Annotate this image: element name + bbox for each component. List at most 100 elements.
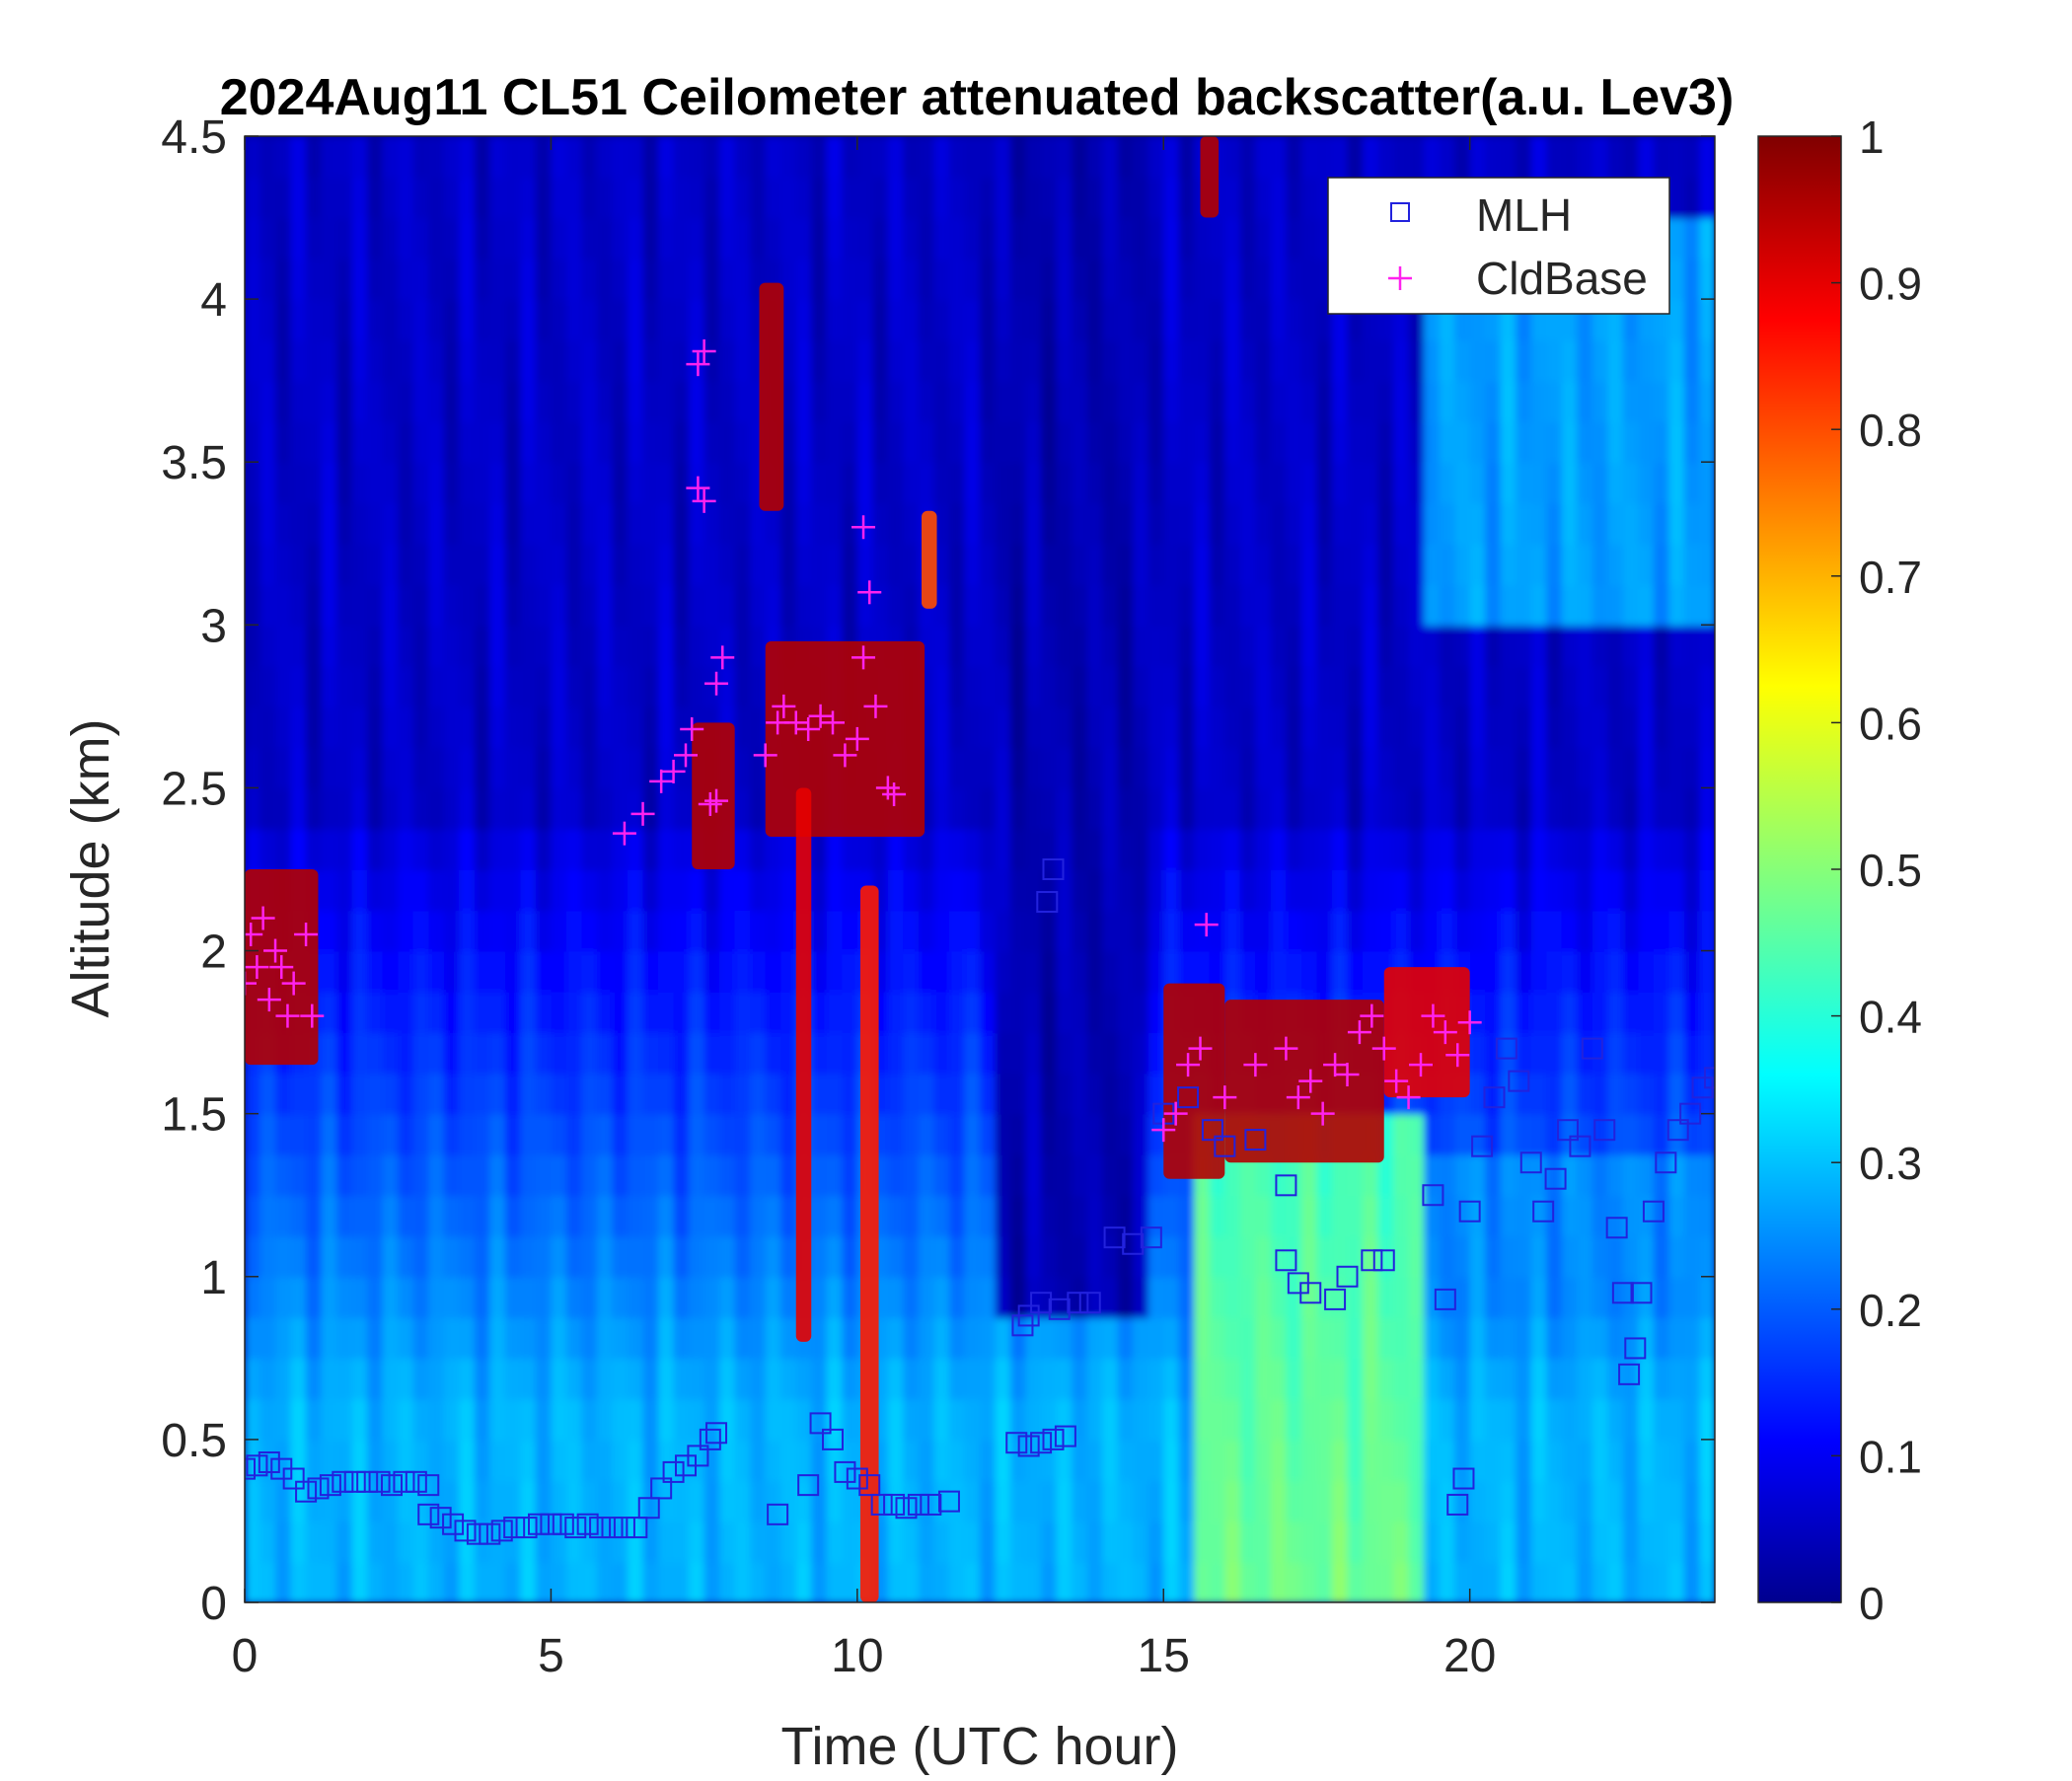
heatmap-cell xyxy=(551,950,567,993)
heatmap-cell xyxy=(1194,705,1211,749)
heatmap-cell xyxy=(1500,462,1517,504)
heatmap-cell xyxy=(1683,910,1701,952)
heatmap-cell xyxy=(1638,502,1655,545)
heatmap-cell xyxy=(1622,991,1640,1034)
heatmap-cell xyxy=(918,1276,935,1319)
heatmap-cell xyxy=(596,1317,614,1360)
heatmap-cell xyxy=(259,1358,277,1400)
heatmap-cell xyxy=(581,1113,598,1155)
heatmap-cell xyxy=(719,584,736,627)
heatmap-cell xyxy=(1224,462,1241,504)
heatmap-cell xyxy=(1224,584,1241,627)
heatmap-cell xyxy=(1224,1235,1241,1278)
heatmap-cell xyxy=(596,705,614,749)
heatmap-cell xyxy=(887,1561,905,1602)
heatmap-cell xyxy=(842,502,858,545)
heatmap-cell xyxy=(1347,1521,1365,1563)
heatmap-cell xyxy=(673,1032,691,1075)
heatmap-cell xyxy=(719,991,736,1034)
heatmap-cell xyxy=(750,1398,767,1441)
heatmap-cell xyxy=(489,1439,506,1482)
heatmap-cell xyxy=(1178,625,1196,667)
y-axis-label: Altitude (km) xyxy=(61,718,120,1017)
mlh-marker xyxy=(1030,1432,1053,1454)
heatmap-cell xyxy=(811,420,828,464)
heatmap-cell xyxy=(1668,747,1685,789)
heatmap-cell xyxy=(259,136,277,179)
heatmap-cell xyxy=(673,217,691,260)
heatmap-cell xyxy=(565,787,583,830)
heatmap-cell xyxy=(1424,869,1441,912)
heatmap-cell xyxy=(1500,339,1517,382)
heatmap-cell xyxy=(1439,1398,1456,1441)
heatmap-cell xyxy=(520,258,537,301)
heatmap-cell xyxy=(1147,462,1165,504)
heatmap-cell xyxy=(903,1032,920,1075)
heatmap-cell xyxy=(842,950,858,993)
mlh-marker xyxy=(1275,1249,1297,1272)
heatmap-cell xyxy=(1255,543,1272,586)
mlh-marker xyxy=(1532,1200,1555,1223)
heatmap-cell xyxy=(459,625,476,667)
heatmap-cell xyxy=(628,910,644,952)
heatmap-cell xyxy=(703,339,721,382)
heatmap-cell xyxy=(1653,1032,1670,1075)
heatmap-cell xyxy=(443,299,461,341)
heatmap-cell xyxy=(367,1276,384,1319)
heatmap-cell xyxy=(918,828,935,870)
heatmap-cell xyxy=(642,991,660,1034)
heatmap-cell xyxy=(1133,339,1149,382)
heatmap-cell xyxy=(1530,950,1548,993)
mlh-marker xyxy=(1519,1151,1542,1174)
heatmap-cell xyxy=(933,991,950,1034)
heatmap-cell xyxy=(1607,787,1624,830)
mlh-marker xyxy=(295,1480,318,1503)
heatmap-cell xyxy=(1607,380,1624,422)
heatmap-cell xyxy=(734,1276,752,1319)
heatmap-cell xyxy=(1577,420,1593,464)
heatmap-cell xyxy=(933,1032,950,1075)
heatmap-cell xyxy=(412,420,430,464)
heatmap-cell xyxy=(918,1480,935,1522)
heatmap-cell xyxy=(306,339,323,382)
heatmap-cell xyxy=(336,1153,353,1197)
heatmap-cell xyxy=(1683,950,1701,993)
cldbase-marker xyxy=(686,476,710,500)
heatmap-cell xyxy=(489,462,506,504)
heatmap-cell xyxy=(842,1032,858,1075)
heatmap-cell xyxy=(1133,828,1149,870)
heatmap-cell xyxy=(1286,705,1302,749)
heatmap-cell xyxy=(933,502,950,545)
heatmap-cell xyxy=(1133,177,1149,219)
heatmap-cell xyxy=(459,1032,476,1075)
heatmap-cell xyxy=(734,1032,752,1075)
heatmap-cell xyxy=(321,1276,338,1319)
heatmap-cell xyxy=(964,1561,981,1602)
heatmap-cell xyxy=(1347,136,1365,179)
heatmap-cell xyxy=(750,1113,767,1155)
heatmap-cell xyxy=(811,1521,828,1563)
heatmap-cell xyxy=(964,1235,981,1278)
heatmap-cell xyxy=(887,462,905,504)
heatmap-cell xyxy=(1163,910,1180,952)
heatmap-cell xyxy=(1516,1521,1532,1563)
heatmap-cell xyxy=(581,1480,598,1522)
heatmap-cell xyxy=(1439,1276,1456,1319)
heatmap-cell xyxy=(1485,625,1502,667)
heatmap-cell xyxy=(428,1358,445,1400)
heatmap-cell xyxy=(474,787,491,830)
heatmap-cell xyxy=(581,1276,598,1319)
heatmap-cell xyxy=(780,828,797,870)
heatmap-cell xyxy=(1561,339,1579,382)
heatmap-cell xyxy=(1163,136,1180,179)
heatmap-cell xyxy=(1072,217,1088,260)
heatmap-cell xyxy=(765,828,782,870)
heatmap-cell xyxy=(673,1521,691,1563)
heatmap-cell xyxy=(1683,543,1701,586)
heatmap-cell xyxy=(980,462,997,504)
heatmap-cell xyxy=(703,1073,721,1115)
heatmap-cell xyxy=(290,1276,308,1319)
heatmap-cell xyxy=(703,502,721,545)
heatmap-cell xyxy=(689,1235,705,1278)
heatmap-cell xyxy=(1561,869,1579,912)
